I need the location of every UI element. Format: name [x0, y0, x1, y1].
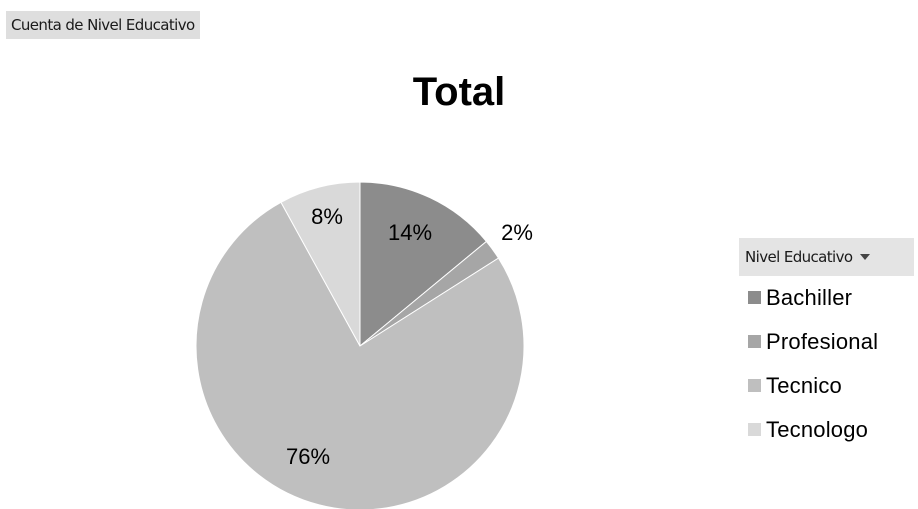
legend-label-profesional: Profesional [766, 329, 879, 354]
legend-item-tecnologo: Tecnologo [739, 408, 914, 452]
data-label-tecnologo: 8% [311, 204, 343, 229]
legend-item-profesional: Profesional [739, 320, 914, 364]
dropdown-arrow-icon[interactable] [860, 253, 871, 260]
pie-data-labels: 14% 2% 76% 8% [286, 204, 533, 469]
legend-label-tecnico: Tecnico [766, 373, 842, 398]
legend-header-label: Nivel Educativo [745, 248, 853, 266]
legend-items: Bachiller Profesional Tecnico Tecnologo [739, 276, 914, 452]
legend-label-tecnologo: Tecnologo [766, 417, 869, 442]
legend-swatch-tecnologo [748, 422, 761, 436]
legend-swatch-bachiller [748, 290, 761, 304]
pie-slice-tecnico[interactable] [195, 201, 525, 509]
legend-filter-button[interactable]: Nivel Educativo [739, 238, 914, 276]
legend-swatch-tecnico [748, 378, 761, 392]
field-button-cuenta-nivel-educativo[interactable]: Cuenta de Nivel Educativo [6, 11, 200, 39]
pie-slices [195, 181, 525, 509]
pie-slice-tecnologo[interactable] [280, 181, 361, 347]
legend-swatch-profesional [748, 334, 761, 348]
legend-label-bachiller: Bachiller [766, 285, 853, 310]
pie-slice-bachiller[interactable] [359, 181, 488, 348]
data-label-tecnico: 76% [286, 444, 330, 469]
legend-item-bachiller: Bachiller [739, 276, 914, 320]
data-label-bachiller: 14% [388, 220, 432, 245]
data-label-profesional: 2% [501, 220, 533, 245]
chart-title: Total [412, 70, 506, 114]
legend: Nivel Educativo Bachiller Profesional Tecn… [739, 238, 914, 452]
legend-item-tecnico: Tecnico [739, 364, 914, 408]
